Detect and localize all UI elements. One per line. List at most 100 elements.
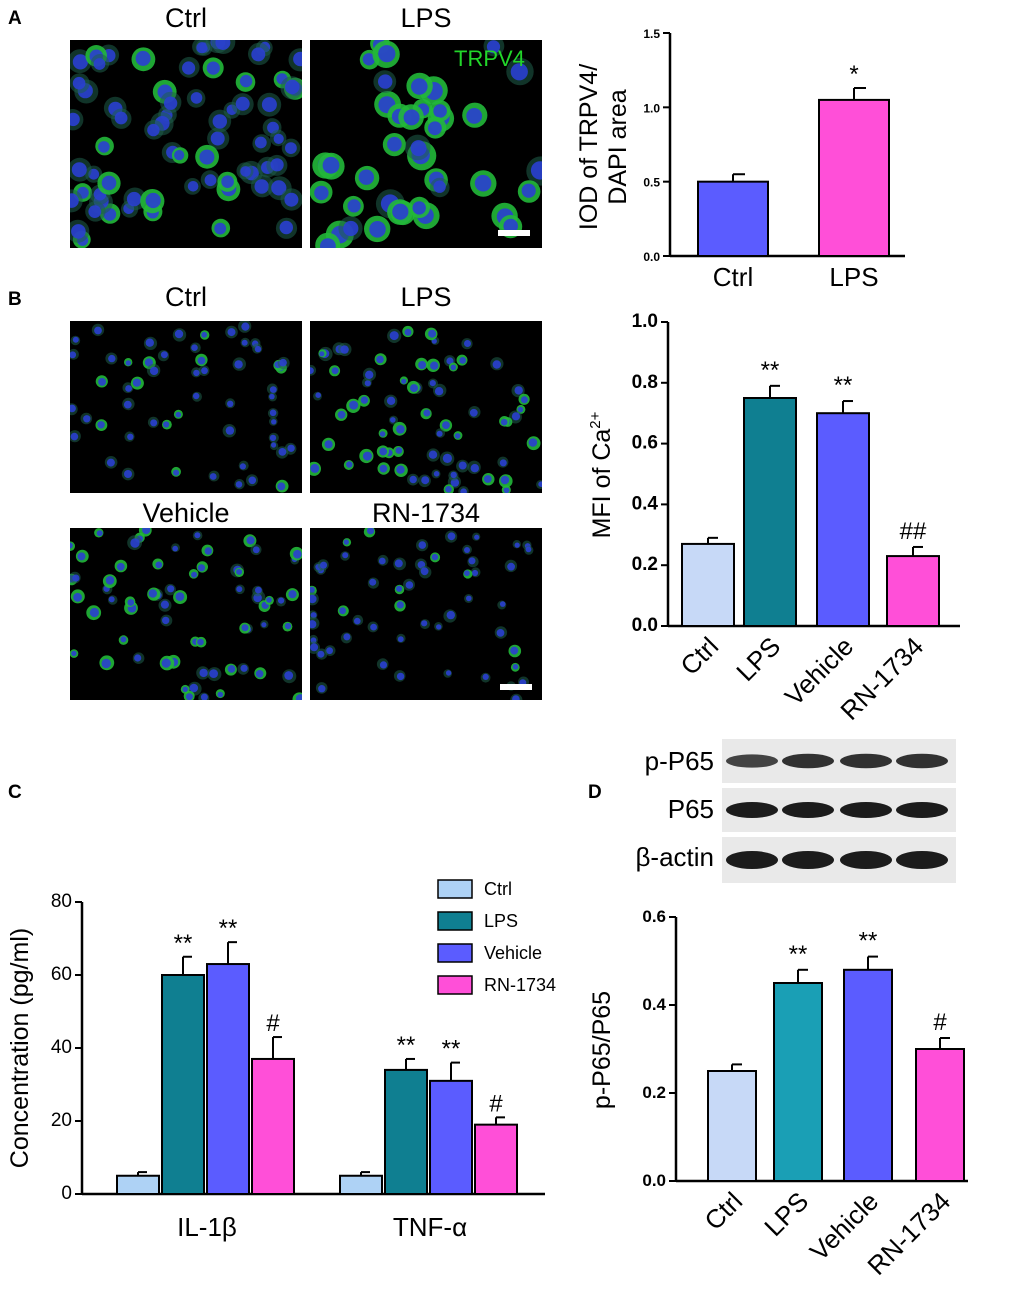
cell-nucleus: [70, 112, 80, 127]
cell-nucleus: [279, 220, 293, 235]
cell-nucleus: [446, 610, 455, 620]
blot-band: [840, 753, 892, 769]
cell-nucleus: [324, 440, 333, 449]
bar-ctrl: [707, 1070, 757, 1182]
blot-band: [896, 802, 948, 818]
y-tick-label: 0.6: [642, 907, 666, 926]
cell-nucleus: [284, 79, 300, 95]
cell-nucleus: [340, 345, 349, 354]
image-label-lps-a: LPS: [400, 3, 452, 33]
cell-nucleus: [293, 549, 302, 559]
cell-nucleus: [464, 340, 471, 347]
cell-nucleus: [366, 528, 375, 535]
cell-nucleus: [429, 380, 436, 387]
cell-nucleus: [105, 576, 115, 585]
cell-nucleus: [163, 96, 178, 110]
y-tick-label: 0.2: [632, 554, 658, 575]
cell-nucleus: [261, 622, 267, 628]
cell-nucleus: [252, 546, 260, 554]
cell-nucleus: [227, 665, 236, 673]
cell-nucleus: [360, 396, 369, 404]
cell-nucleus: [225, 426, 235, 435]
cell-nucleus: [175, 411, 182, 418]
cell-nucleus: [145, 192, 161, 209]
bar-lps-0: [161, 974, 205, 1195]
cell-nucleus: [235, 96, 250, 111]
cell-nucleus: [193, 392, 200, 400]
x-tick-label: Ctrl: [713, 262, 753, 292]
image-label-vehicle-b: Vehicle: [142, 498, 230, 528]
blot-band: [896, 851, 948, 869]
cell-nucleus: [365, 370, 374, 379]
y-tick-label: 0.4: [642, 995, 666, 1014]
cell-nucleus: [317, 650, 325, 658]
cell-nucleus: [199, 668, 208, 678]
cell-nucleus: [409, 475, 417, 484]
cell-nucleus: [93, 58, 106, 70]
cell-nucleus: [486, 40, 501, 54]
cell-nucleus: [94, 326, 102, 335]
significance-mark: #: [266, 1010, 280, 1037]
bar-rn-1734-0: [251, 1057, 295, 1195]
cell-nucleus: [320, 561, 328, 569]
cell-nucleus: [269, 393, 275, 400]
significance-mark: **: [789, 941, 808, 968]
cell-nucleus: [514, 542, 520, 548]
cell-nucleus: [185, 693, 193, 700]
legend-swatch-vehicle: [437, 943, 473, 963]
cell-nucleus: [116, 562, 125, 571]
bar-lps-1: [384, 1068, 428, 1195]
cell-nucleus: [101, 175, 117, 191]
cell-nucleus: [379, 661, 388, 669]
cell-nucleus: [167, 585, 175, 593]
image-label-rn1734-b: RN-1734: [371, 498, 481, 528]
cell-nucleus: [482, 673, 489, 680]
cell-nucleus: [466, 108, 483, 124]
cell-nucleus: [241, 624, 249, 632]
cell-nucleus: [492, 360, 501, 369]
y-tick-label: 0.0: [632, 615, 658, 636]
cell-nucleus: [221, 175, 234, 188]
blot-band: [840, 802, 892, 818]
cell-nucleus: [369, 578, 377, 586]
panel-letter-b: B: [8, 289, 22, 310]
micrograph-b-rn1734: [310, 528, 542, 700]
cell-nucleus: [199, 149, 215, 165]
cell-nucleus: [343, 539, 349, 545]
cell-nucleus: [390, 417, 396, 423]
cell-nucleus: [172, 545, 178, 552]
cell-nucleus: [187, 181, 199, 192]
cell-nucleus: [510, 646, 519, 655]
cell-nucleus: [210, 131, 225, 146]
cell-nucleus: [197, 638, 204, 646]
cell-nucleus: [362, 451, 372, 461]
cell-nucleus: [450, 364, 457, 371]
cell-nucleus: [499, 601, 506, 607]
blot-band: [782, 851, 834, 869]
cell-nucleus: [431, 553, 439, 561]
cell-nucleus: [396, 601, 404, 609]
cell-nucleus: [108, 596, 115, 603]
micrograph-a-lps: TRPV4: [310, 40, 542, 248]
cell-nucleus: [433, 471, 440, 477]
panel-letter-a: A: [8, 8, 22, 29]
cell-nucleus: [215, 40, 231, 50]
cell-nucleus: [428, 450, 438, 459]
bar-ctrl-1: [339, 1174, 383, 1195]
y-tick-label: 20: [51, 1110, 72, 1131]
cell-nucleus: [197, 356, 206, 365]
y-axis-label: p-P65/P65: [588, 991, 616, 1109]
cell-nucleus: [191, 344, 198, 351]
cell-nucleus: [71, 650, 77, 657]
chart-b-calcium-mfi: 0.00.20.40.60.81.0Ctrl**LPS**Vehicle##RN…: [587, 311, 960, 726]
cell-nucleus: [412, 201, 426, 215]
cell-nucleus: [197, 564, 206, 572]
cell-nucleus: [530, 161, 542, 180]
cell-nucleus: [343, 633, 351, 641]
cell-nucleus: [362, 53, 376, 66]
significance-mark: **: [219, 915, 238, 942]
x-tick-label: LPS: [730, 631, 786, 687]
blot-label-p65: P65: [667, 794, 714, 824]
micrograph-b-lps-cells: [310, 325, 542, 493]
cell-nucleus: [347, 199, 361, 213]
